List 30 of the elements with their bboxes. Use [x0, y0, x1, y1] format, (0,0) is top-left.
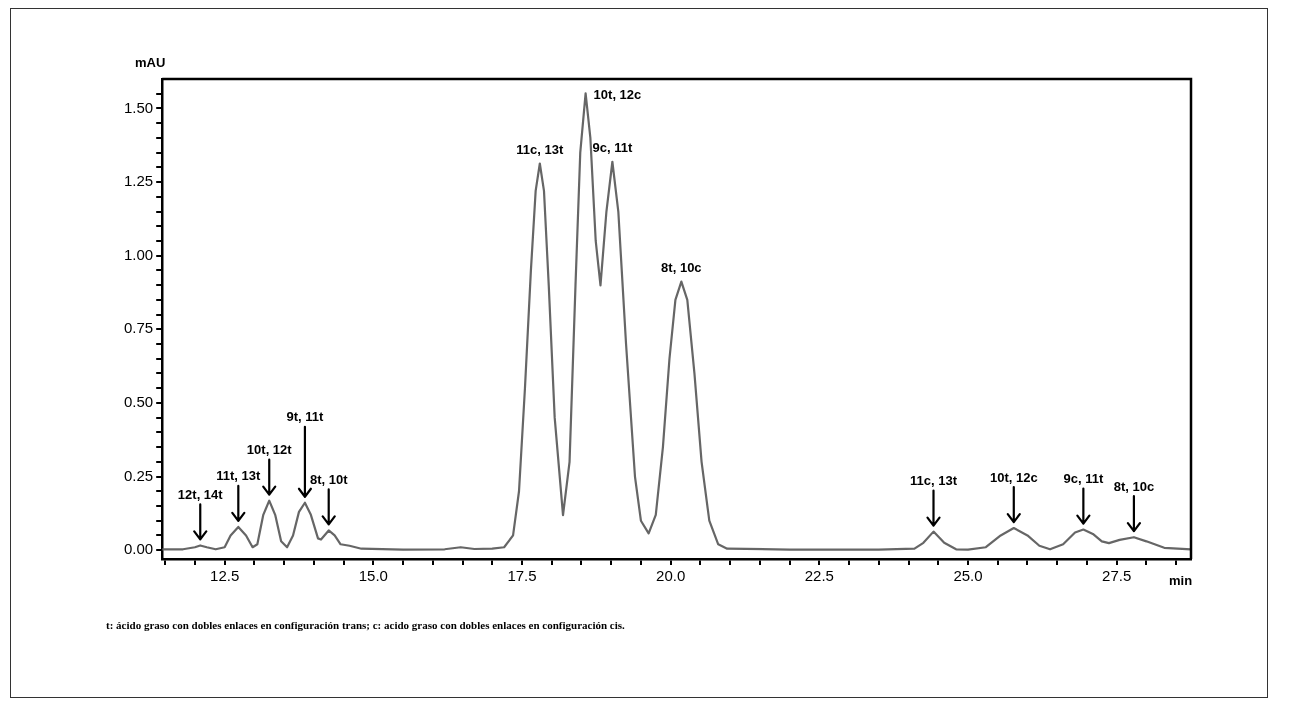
annotation: 9t, 11t — [286, 409, 325, 425]
annotation: 9c, 11t — [592, 140, 633, 156]
x-tick-label: 27.5 — [1102, 567, 1132, 585]
x-tick-label: 22.5 — [804, 567, 834, 585]
annotation: 12t, 14t — [177, 487, 224, 503]
text: t: ácido graso con dobles enlaces en configuración trans; c: acido graso con dobles enlaces en configuración cis. — [106, 619, 625, 631]
y-tick-label: 1.50 — [123, 98, 154, 116]
annotation: 10t, 12c — [989, 469, 1038, 485]
x-axis-title: min — [1169, 572, 1193, 588]
annotation: 8t, 10t — [309, 472, 349, 488]
annotation: 11t, 13t — [216, 468, 262, 484]
y-tick-label: 1.00 — [123, 245, 154, 263]
y-axis-title: mAU — [135, 54, 166, 70]
x-tick-label: 15.0 — [358, 567, 388, 585]
y-tick-label: 0.50 — [123, 393, 154, 411]
y-tick-label: 0.75 — [123, 319, 154, 337]
annotation: 8t, 10c — [661, 260, 702, 276]
annotation: 10t, 12t — [246, 442, 293, 458]
annotation: 10t, 12c — [593, 87, 642, 103]
y-tick-label: 0.25 — [123, 466, 154, 484]
annotation: 9c, 11t — [1063, 471, 1104, 487]
annotation: 8t, 10c — [1113, 478, 1155, 494]
annotation: 11c, 13t — [516, 142, 564, 158]
annotation: 11c, 13t — [910, 473, 958, 489]
y-tick-label: 0.00 — [123, 540, 154, 558]
x-tick-label: 20.0 — [656, 567, 686, 585]
x-tick-label: 12.5 — [210, 567, 240, 585]
x-tick-label: 25.0 — [953, 567, 983, 585]
x-tick-label: 17.5 — [507, 567, 537, 585]
y-tick-label: 1.25 — [123, 172, 154, 190]
